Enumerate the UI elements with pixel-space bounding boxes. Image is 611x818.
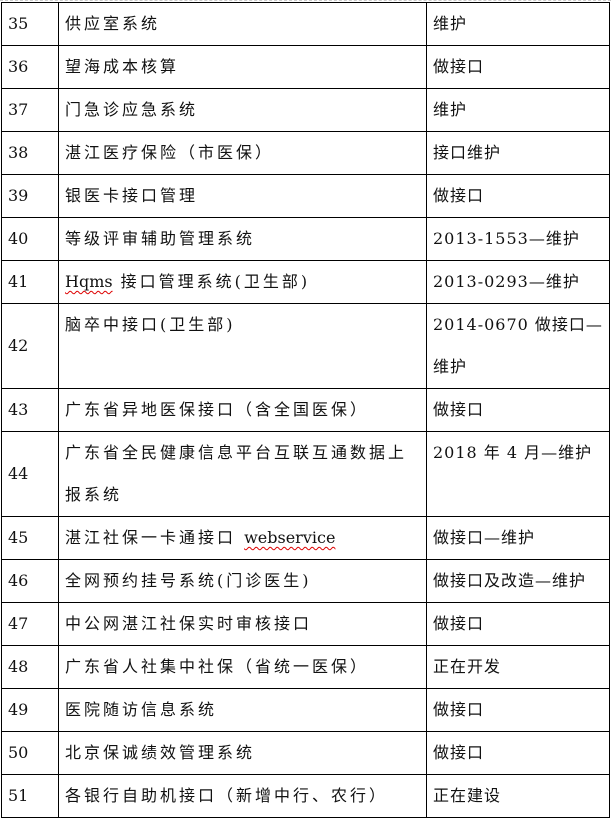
status-cell: 维护 — [426, 88, 610, 132]
system-name: 接口管理系统(卫生部) — [112, 272, 311, 291]
status-cell: 做接口 — [426, 174, 610, 218]
system-name-cell: 广东省异地医保接口（含全国医保） — [58, 388, 427, 432]
status-cell: 做接口 — [426, 688, 610, 732]
system-name: 医院随访信息系统 — [65, 700, 218, 719]
system-name: 中公网湛江社保实时审核接口 — [65, 614, 313, 633]
row-number: 37 — [1, 88, 59, 132]
table-row: 51 各银行自助机接口（新增中行、农行） 正在建设 — [1, 774, 610, 818]
table-row: 45 湛江社保一卡通接口 webservice 做接口—维护 — [1, 516, 610, 560]
table-row: 44 广东省全民健康信息平台互联互通数据上报系统 2018 年 4 月—维护 — [1, 431, 610, 517]
status-cell: 做接口 — [426, 388, 610, 432]
system-name-cell: 北京保诚绩效管理系统 — [58, 731, 427, 775]
row-number: 44 — [1, 431, 59, 517]
table-row: 37 门急诊应急系统 维护 — [1, 88, 610, 132]
status-cell: 2018 年 4 月—维护 — [426, 431, 610, 517]
row-number: 47 — [1, 602, 59, 646]
page-top-edge — [0, 0, 611, 2]
system-name-cell: 广东省人社集中社保（省统一医保） — [58, 645, 427, 689]
system-name: 广东省全民健康信息平台互联互通数据上报系统 — [65, 443, 408, 504]
system-name: 全网预约挂号系统(门诊医生) — [65, 571, 312, 590]
row-number: 48 — [1, 645, 59, 689]
system-name: 广东省人社集中社保（省统一医保） — [65, 657, 370, 676]
row-number: 36 — [1, 45, 59, 89]
row-number: 51 — [1, 774, 59, 818]
table-row: 35 供应室系统 维护 — [1, 2, 610, 46]
status-cell: 正在开发 — [426, 645, 610, 689]
system-name-cell: 供应室系统 — [58, 2, 427, 46]
table-row: 48 广东省人社集中社保（省统一医保） 正在开发 — [1, 645, 610, 689]
system-name-cell: 门急诊应急系统 — [58, 88, 427, 132]
status-cell: 接口维护 — [426, 131, 610, 175]
row-number: 50 — [1, 731, 59, 775]
status-cell: 做接口 — [426, 45, 610, 89]
system-name: 银医卡接口管理 — [65, 186, 199, 205]
system-name-cell: 银医卡接口管理 — [58, 174, 427, 218]
table-row: 41 Hqms 接口管理系统(卫生部) 2013-0293—维护 — [1, 260, 610, 304]
system-name-cell: 湛江医疗保险（市医保） — [58, 131, 427, 175]
table-row: 38 湛江医疗保险（市医保） 接口维护 — [1, 131, 610, 175]
table-row: 50 北京保诚绩效管理系统 做接口 — [1, 731, 610, 775]
table-row: 49 医院随访信息系统 做接口 — [1, 688, 610, 732]
row-number: 45 — [1, 516, 59, 560]
system-name-cell: 广东省全民健康信息平台互联互通数据上报系统 — [58, 431, 427, 517]
table-row: 42 脑卒中接口(卫生部) 2014-0670 做接口—维护 — [1, 303, 610, 389]
spellcheck-word: Hqms — [65, 272, 113, 291]
table-row: 39 银医卡接口管理 做接口 — [1, 174, 610, 218]
system-name: 湛江医疗保险（市医保） — [65, 143, 275, 162]
system-name-cell: Hqms 接口管理系统(卫生部) — [58, 260, 427, 304]
status-cell: 2013-1553—维护 — [426, 217, 610, 261]
status-cell: 做接口及改造—维护 — [426, 559, 610, 603]
system-name: 脑卒中接口(卫生部) — [65, 315, 236, 334]
row-number: 41 — [1, 260, 59, 304]
row-number: 42 — [1, 303, 59, 389]
status-cell: 正在建设 — [426, 774, 610, 818]
system-name: 湛江社保一卡通接口 — [65, 528, 245, 547]
table-row: 40 等级评审辅助管理系统 2013-1553—维护 — [1, 217, 610, 261]
row-number: 49 — [1, 688, 59, 732]
system-name: 望海成本核算 — [65, 57, 180, 76]
row-number: 46 — [1, 559, 59, 603]
system-name-cell: 望海成本核算 — [58, 45, 427, 89]
spellcheck-word: webservice — [244, 528, 336, 547]
system-name-cell: 湛江社保一卡通接口 webservice — [58, 516, 427, 560]
system-name: 北京保诚绩效管理系统 — [65, 743, 256, 762]
system-name: 各银行自助机接口（新增中行、农行） — [65, 786, 389, 805]
system-name: 门急诊应急系统 — [65, 100, 199, 119]
table-row: 36 望海成本核算 做接口 — [1, 45, 610, 89]
system-name-cell: 各银行自助机接口（新增中行、农行） — [58, 774, 427, 818]
row-number: 39 — [1, 174, 59, 218]
system-name: 广东省异地医保接口（含全国医保） — [65, 400, 370, 419]
system-name-cell: 医院随访信息系统 — [58, 688, 427, 732]
system-name: 供应室系统 — [65, 14, 161, 33]
status-cell: 做接口 — [426, 602, 610, 646]
system-name-cell: 等级评审辅助管理系统 — [58, 217, 427, 261]
table-row: 46 全网预约挂号系统(门诊医生) 做接口及改造—维护 — [1, 559, 610, 603]
table-row: 43 广东省异地医保接口（含全国医保） 做接口 — [1, 388, 610, 432]
row-number: 40 — [1, 217, 59, 261]
system-name-cell: 中公网湛江社保实时审核接口 — [58, 602, 427, 646]
row-number: 43 — [1, 388, 59, 432]
status-cell: 维护 — [426, 2, 610, 46]
status-cell: 2014-0670 做接口—维护 — [426, 303, 610, 389]
status-cell: 2013-0293—维护 — [426, 260, 610, 304]
table-row: 47 中公网湛江社保实时审核接口 做接口 — [1, 602, 610, 646]
system-name: 等级评审辅助管理系统 — [65, 229, 256, 248]
status-cell: 做接口—维护 — [426, 516, 610, 560]
system-name-cell: 脑卒中接口(卫生部) — [58, 303, 427, 389]
status-cell: 做接口 — [426, 731, 610, 775]
row-number: 35 — [1, 2, 59, 46]
system-name-cell: 全网预约挂号系统(门诊医生) — [58, 559, 427, 603]
row-number: 38 — [1, 131, 59, 175]
